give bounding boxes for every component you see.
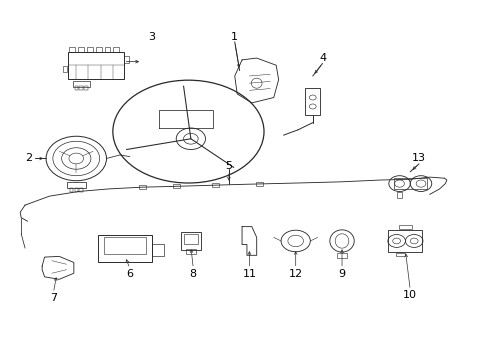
Text: 7: 7 — [50, 293, 57, 303]
Bar — [139, 185, 145, 189]
Bar — [104, 47, 110, 52]
Bar — [87, 47, 93, 52]
Bar — [396, 192, 402, 198]
Bar — [172, 184, 179, 189]
Bar — [74, 188, 78, 192]
Bar — [84, 86, 87, 90]
Text: 9: 9 — [338, 269, 345, 279]
Bar — [73, 81, 89, 87]
Text: 5: 5 — [225, 161, 232, 171]
Text: 13: 13 — [411, 153, 425, 163]
Bar — [62, 66, 67, 72]
Text: 11: 11 — [242, 269, 256, 279]
Bar — [124, 56, 129, 63]
Bar — [79, 86, 82, 90]
Bar — [336, 253, 346, 258]
Bar — [79, 188, 82, 192]
Text: 1: 1 — [231, 32, 238, 41]
Bar — [70, 188, 73, 192]
Bar — [69, 47, 75, 52]
Bar — [183, 234, 197, 244]
Bar — [68, 52, 123, 79]
Text: 8: 8 — [189, 269, 197, 279]
Bar — [399, 225, 411, 229]
Bar — [96, 47, 102, 52]
Bar — [393, 178, 426, 189]
Bar — [74, 86, 78, 90]
Bar — [211, 183, 218, 187]
Bar — [387, 230, 422, 252]
Bar — [78, 47, 84, 52]
Bar — [181, 232, 200, 249]
Text: 2: 2 — [25, 153, 32, 163]
Bar — [113, 47, 119, 52]
Text: 6: 6 — [126, 269, 133, 279]
Text: 4: 4 — [318, 53, 325, 63]
Text: 10: 10 — [403, 291, 416, 301]
Text: 12: 12 — [288, 269, 302, 279]
Bar — [98, 235, 152, 262]
Bar — [395, 253, 405, 256]
Bar — [104, 237, 145, 254]
Bar — [66, 182, 86, 188]
Bar — [152, 244, 164, 256]
Bar — [305, 87, 320, 114]
Bar — [255, 182, 262, 186]
Bar — [185, 249, 195, 254]
Text: 3: 3 — [148, 32, 155, 41]
